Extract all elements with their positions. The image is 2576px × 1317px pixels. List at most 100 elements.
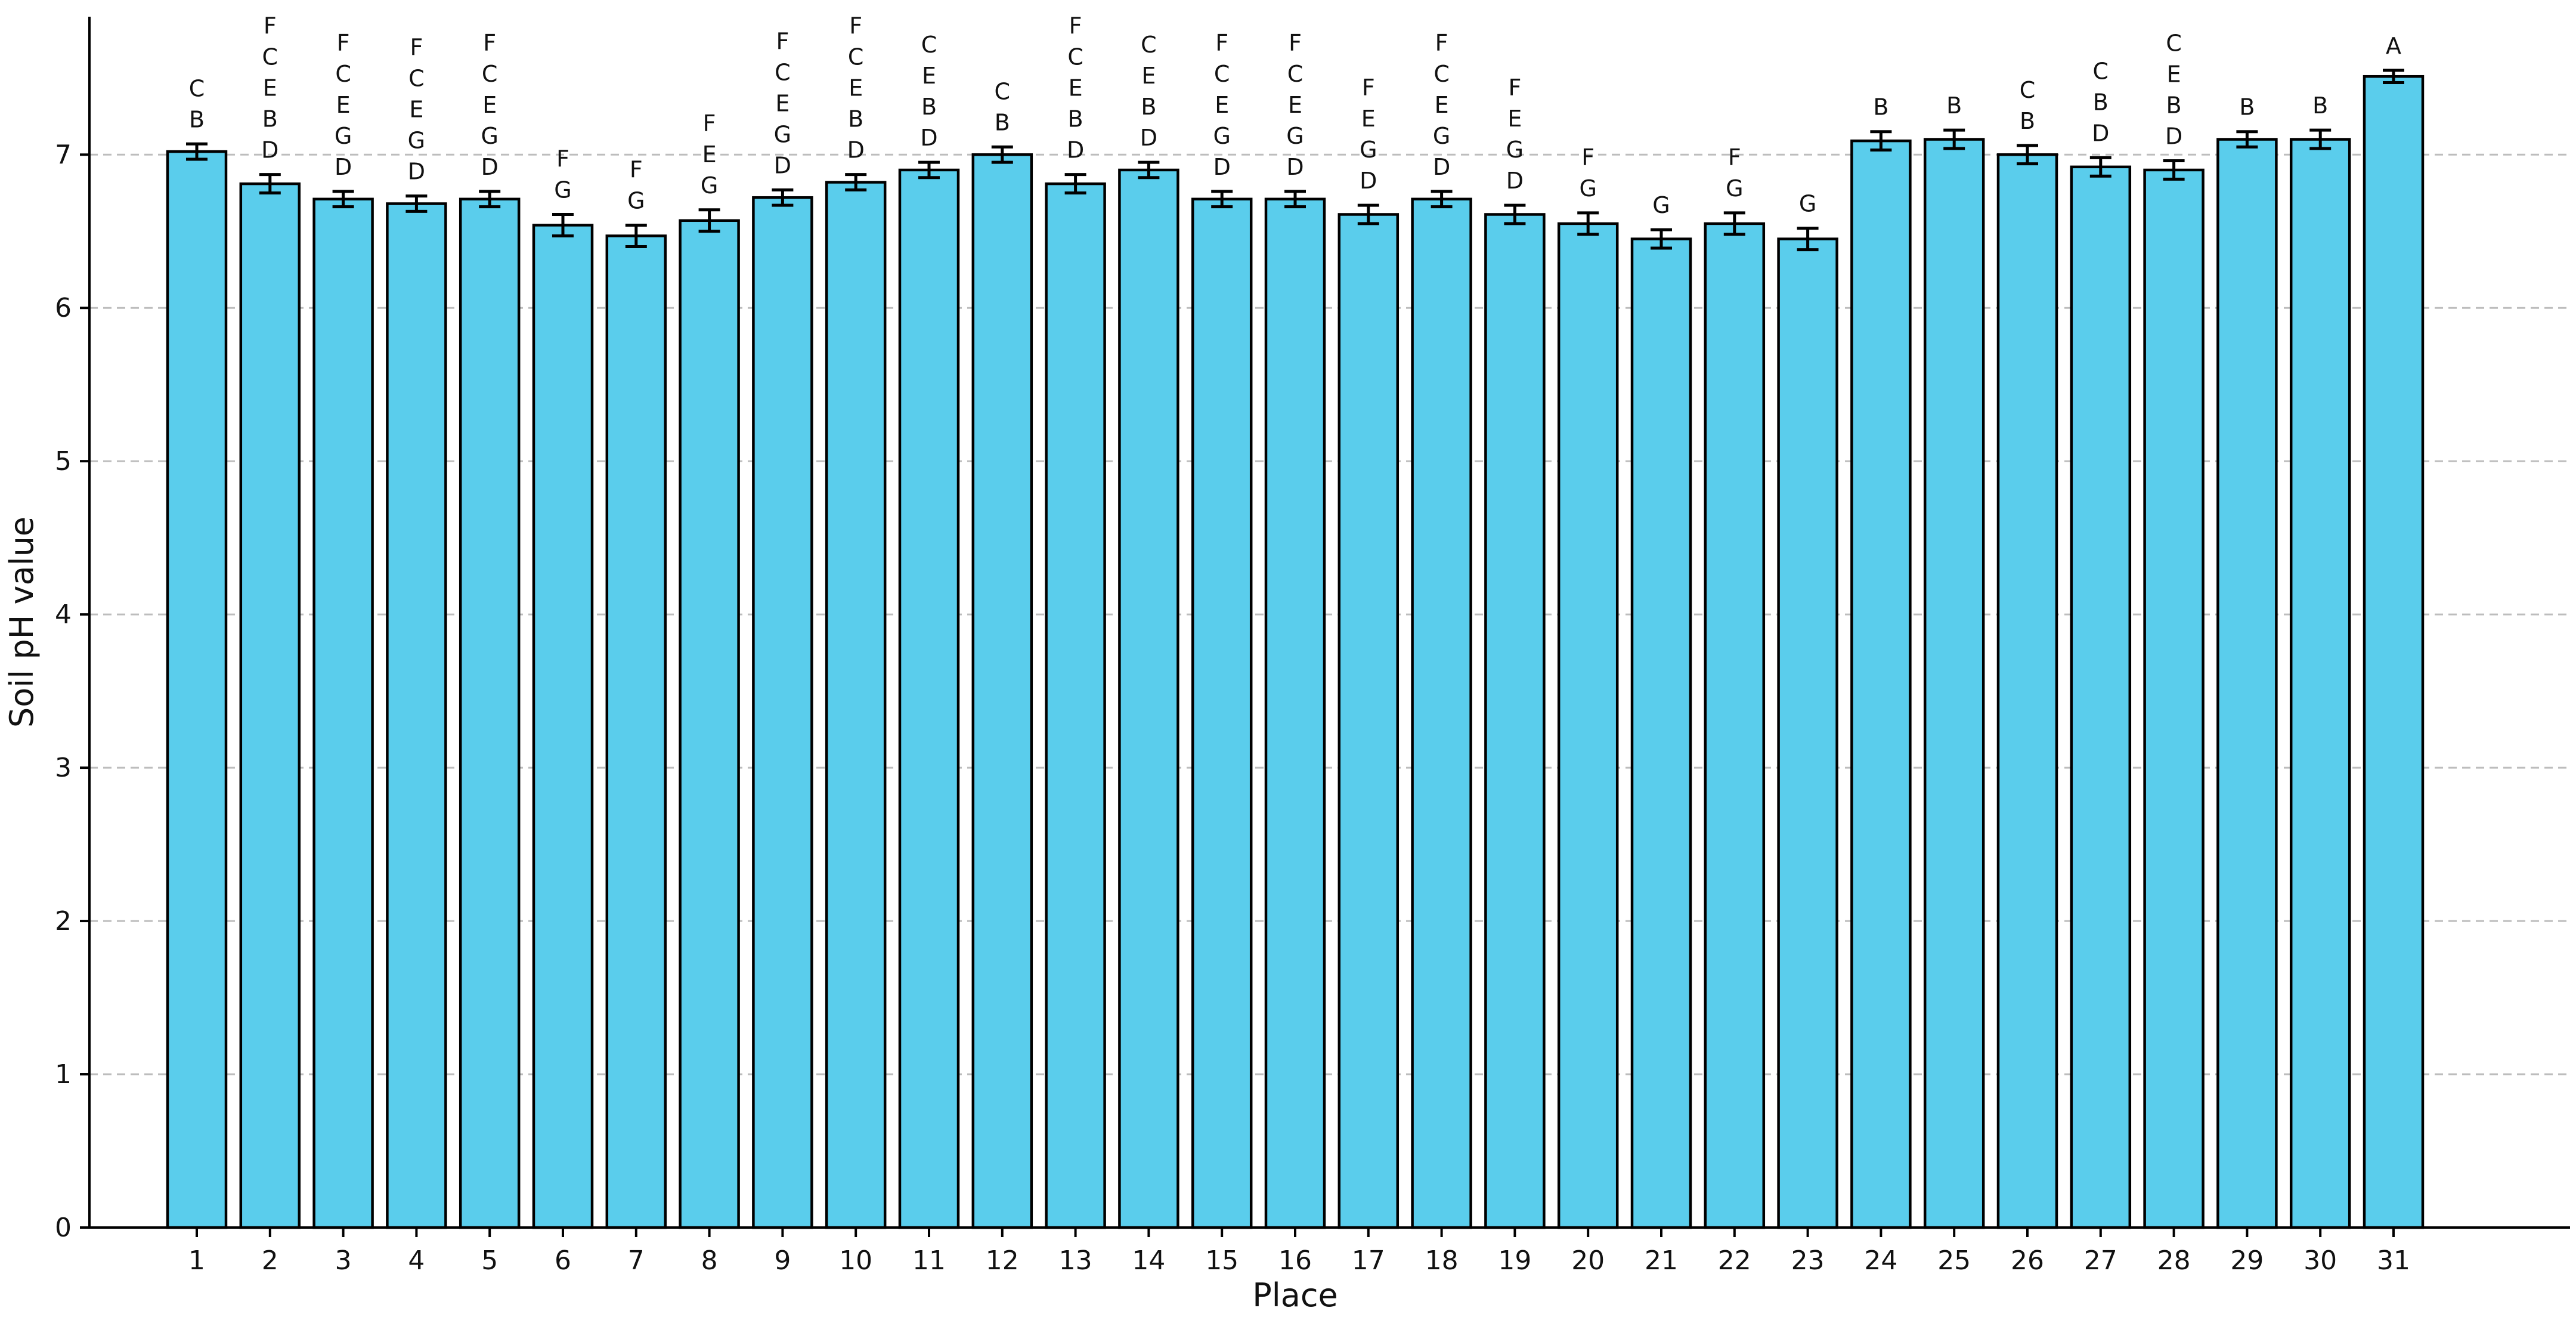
bar-place-13	[1045, 182, 1106, 1229]
significance-letter: B	[2239, 94, 2255, 120]
significance-letter: G	[1799, 191, 1816, 217]
significance-letter: C	[1287, 61, 1304, 87]
significance-letter: F	[1435, 30, 1448, 56]
significance-letter: B	[2020, 108, 2035, 134]
x-axis-title: Place	[1252, 1276, 1338, 1314]
significance-letter: C	[262, 44, 278, 70]
significance-letter: B	[2312, 92, 2328, 119]
bar-place-18	[1411, 197, 1472, 1229]
significance-letter: E	[1288, 92, 1302, 118]
significance-letter: F	[1362, 75, 1375, 101]
bar-place-9	[752, 196, 813, 1229]
significance-letter: E	[849, 75, 863, 101]
y-tick-label: 4	[55, 599, 72, 630]
x-tick-label: 4	[408, 1245, 425, 1276]
x-tick-label: 26	[2011, 1245, 2044, 1276]
bar-place-1	[166, 150, 228, 1229]
significance-letter: C	[995, 78, 1011, 104]
x-tick-label: 11	[912, 1245, 946, 1276]
significance-letter: D	[1433, 154, 1450, 180]
significance-letter: D	[2092, 120, 2109, 146]
significance-letter: D	[1506, 168, 1524, 194]
x-tick-label: 7	[628, 1245, 645, 1276]
x-tick-label: 15	[1205, 1245, 1239, 1276]
significance-letter: D	[1067, 137, 1084, 163]
significance-letter: F	[1508, 75, 1521, 101]
significance-letter: E	[1361, 106, 1376, 132]
significance-letter: E	[263, 75, 277, 101]
significance-letter: E	[482, 92, 497, 118]
bar-place-8	[679, 219, 740, 1229]
significance-letter: B	[848, 106, 863, 132]
y-tick-label: 1	[55, 1059, 72, 1090]
significance-letter: D	[335, 154, 352, 180]
significance-letter: E	[336, 92, 351, 118]
x-tick-label: 19	[1498, 1245, 1531, 1276]
bar-place-15	[1191, 197, 1253, 1229]
significance-letter: F	[1215, 30, 1228, 56]
significance-letter: G	[1506, 137, 1524, 163]
significance-letter: E	[409, 97, 423, 123]
significance-letter: F	[703, 110, 716, 137]
x-tick-label: 25	[1937, 1245, 1971, 1276]
significance-letter: E	[1141, 63, 1156, 89]
significance-letter: G	[335, 123, 352, 149]
significance-letter: D	[847, 137, 865, 163]
significance-letter: F	[1728, 144, 1741, 171]
bar-place-29	[2216, 138, 2278, 1229]
significance-letter: E	[775, 90, 789, 116]
bar-place-27	[2070, 165, 2132, 1229]
significance-letter: G	[627, 187, 645, 214]
significance-letter: C	[482, 61, 498, 87]
significance-letter: F	[1289, 30, 1302, 56]
significance-letter: G	[1360, 137, 1377, 163]
x-tick-label: 28	[2157, 1245, 2191, 1276]
bar-place-12	[971, 153, 1033, 1229]
significance-letter: B	[995, 109, 1010, 135]
significance-letter: E	[1069, 75, 1083, 101]
x-tick-label: 10	[839, 1245, 872, 1276]
y-tick-label: 3	[55, 753, 72, 783]
bar-place-31	[2363, 75, 2425, 1229]
bar-place-3	[312, 197, 374, 1229]
bar-place-22	[1704, 222, 1766, 1229]
significance-letter: F	[410, 35, 423, 61]
error-bars	[186, 69, 2404, 252]
y-tick-label: 6	[55, 293, 72, 323]
bar-place-2	[239, 182, 301, 1229]
significance-letter: F	[630, 156, 643, 183]
significance-letter: F	[556, 146, 569, 172]
x-tick-label: 23	[1791, 1245, 1825, 1276]
x-tick-label: 16	[1278, 1245, 1312, 1276]
bar-place-10	[825, 181, 887, 1229]
x-tick-label: 17	[1352, 1245, 1385, 1276]
x-tick-label: 24	[1864, 1245, 1897, 1276]
bars	[166, 75, 2425, 1229]
significance-letter: D	[1140, 125, 1157, 151]
significance-letter: D	[2165, 123, 2182, 150]
significance-letter: E	[1435, 92, 1449, 118]
x-tick-label: 3	[335, 1245, 352, 1276]
significance-letter: E	[1215, 92, 1229, 118]
significance-letter: F	[483, 30, 496, 56]
significance-letter: F	[776, 28, 789, 54]
significance-letter: B	[2166, 92, 2182, 119]
x-tick-label: 1	[188, 1245, 205, 1276]
significance-letter: G	[1213, 123, 1230, 149]
bar-place-21	[1630, 237, 1692, 1229]
x-tick-label: 18	[1425, 1245, 1459, 1276]
significance-letter: G	[1652, 192, 1670, 218]
significance-letter: C	[1067, 44, 1083, 70]
significance-letter: B	[921, 94, 937, 120]
significance-letter: B	[1141, 94, 1156, 120]
x-tick-label: 2	[262, 1245, 278, 1276]
x-tick-label: 30	[2303, 1245, 2337, 1276]
x-tick-label: 27	[2084, 1245, 2117, 1276]
significance-letter: C	[408, 66, 425, 92]
x-tick-label: 21	[1645, 1245, 1678, 1276]
x-tick-label: 5	[481, 1245, 498, 1276]
significance-letter: C	[921, 32, 937, 58]
bar-place-26	[1996, 153, 2058, 1229]
